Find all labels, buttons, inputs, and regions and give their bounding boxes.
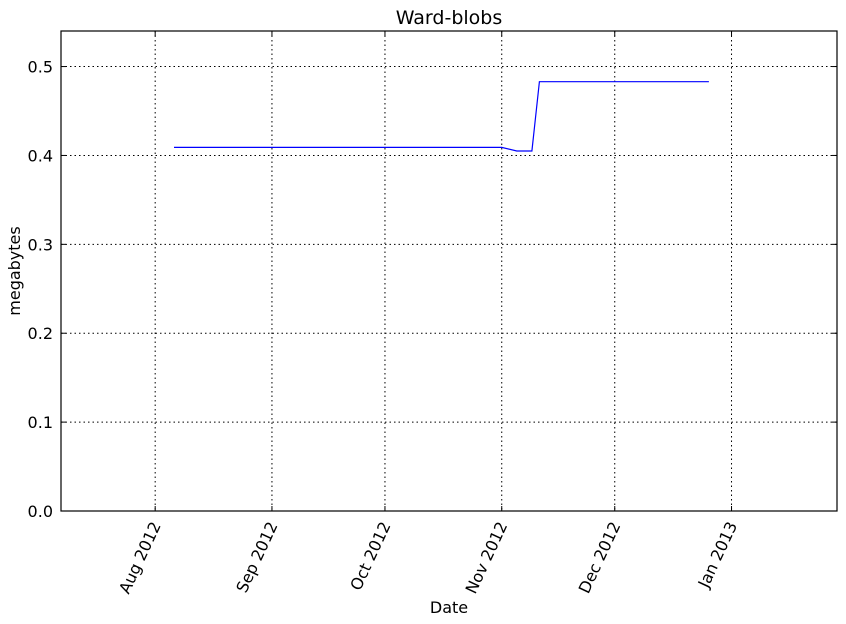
tick-labels: 0.0 0.1 0.2 0.3 0.4 0.5 Aug 2012 Sep 2012 Oct 20… [28,58,742,597]
x-tick-label: Aug 2012 [115,519,165,597]
series-layer [174,81,709,152]
grid [61,31,837,512]
y-tick-label: 0.3 [28,235,53,254]
plot-area [60,30,838,512]
tick-marks [61,31,837,512]
x-tick-label: Jan 2013 [694,519,741,592]
y-tick-label: 0.5 [28,58,53,77]
x-tick-label: Oct 2012 [346,519,394,594]
series-line [174,81,709,152]
y-tick-label: 0.2 [28,324,53,343]
x-axis-title: Date [430,598,468,617]
x-tick-label: Nov 2012 [462,519,512,597]
y-tick-label: 0.0 [28,502,53,521]
y-axis-title: megabytes [5,226,24,315]
y-tick-label: 0.4 [28,146,53,165]
chart-title: Ward-blobs [396,7,503,29]
y-tick-label: 0.1 [28,413,53,432]
x-tick-label: Sep 2012 [232,519,281,596]
x-tick-label: Dec 2012 [575,519,625,597]
